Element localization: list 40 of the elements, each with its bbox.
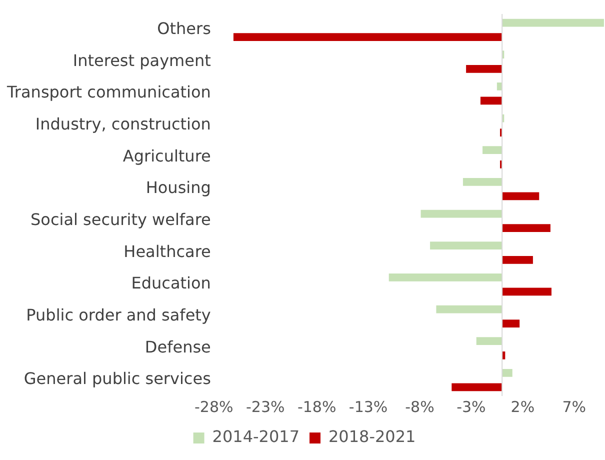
y-tick-label: Education <box>131 274 211 293</box>
x-tick-label: -3% <box>456 398 486 416</box>
bar <box>482 146 502 154</box>
y-tick-label: Housing <box>146 178 211 198</box>
bar <box>502 288 552 296</box>
x-tick-label: 2% <box>510 398 535 416</box>
x-tick-label: -13% <box>348 398 388 416</box>
bar <box>502 18 604 27</box>
bar <box>480 96 502 105</box>
x-tick-label: -18% <box>297 398 336 416</box>
y-tick-label: Defense <box>144 337 211 356</box>
y-tick-label: Agriculture <box>122 146 211 166</box>
y-tick-label: Healthcare <box>124 242 211 261</box>
bar <box>502 368 512 377</box>
y-tick-label: General public services <box>24 369 211 388</box>
y-tick-label: Industry, construction <box>35 114 211 134</box>
legend-label: 2018-2021 <box>328 427 416 446</box>
bar <box>466 64 502 73</box>
y-tick-label: Interest payment <box>72 50 211 70</box>
y-tick-label: Others <box>157 19 211 38</box>
x-tick-label: 7% <box>562 398 586 416</box>
bar <box>452 383 502 392</box>
y-tick-label: Social security welfare <box>30 210 211 230</box>
bar <box>502 224 550 232</box>
bar <box>502 256 533 264</box>
bar <box>388 273 502 282</box>
bar <box>502 320 520 328</box>
bar <box>476 337 502 346</box>
y-tick-label: Transport communication <box>6 82 211 102</box>
x-tick-label: -28% <box>194 398 234 416</box>
bar <box>430 242 502 250</box>
bar <box>502 192 540 200</box>
bar <box>420 210 502 218</box>
x-tick-label: -8% <box>405 398 434 416</box>
y-tick-label: Public order and safety <box>26 306 211 325</box>
bar <box>233 33 502 42</box>
x-tick-label: -23% <box>246 398 285 416</box>
bar <box>462 178 502 186</box>
bar <box>436 305 502 314</box>
legend-label: 2014-2017 <box>212 427 300 446</box>
